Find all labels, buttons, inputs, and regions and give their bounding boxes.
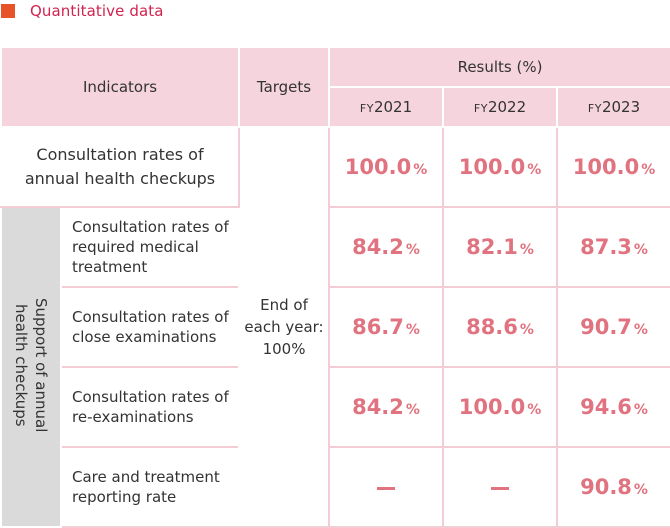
- table-row: Consultation rates of close examinations …: [1, 286, 670, 368]
- section-heading: Quantitative data: [0, 0, 164, 22]
- heading-square-icon: [1, 4, 15, 18]
- year-header-2021: FY2021: [328, 86, 445, 128]
- value-cell: 88.6%: [442, 286, 559, 368]
- quantitative-data-table: Indicators Targets Results (%) FY2021 FY…: [0, 46, 670, 528]
- table-row: Consultation rates of re-examinations 84.…: [1, 366, 670, 448]
- dash-icon: —: [491, 486, 510, 490]
- group-label: Support of annual health checkups: [12, 297, 50, 433]
- value-cell: 90.7%: [556, 286, 670, 368]
- value-cell: 87.3%: [556, 206, 670, 288]
- dash-icon: —: [377, 486, 396, 490]
- value-cell: 94.6%: [556, 366, 670, 448]
- row-label-close-examinations: Consultation rates of close examinations: [59, 286, 241, 368]
- value-cell: 84.2%: [328, 366, 445, 448]
- group-label-cell: Support of annual health checkups: [0, 206, 62, 528]
- year-header-2023: FY2023: [556, 86, 670, 128]
- year-header-2022: FY2022: [442, 86, 559, 128]
- results-header: Results (%): [328, 46, 670, 88]
- value-cell: 100.0%: [328, 126, 445, 208]
- value-cell: —: [442, 446, 559, 528]
- value-cell: 82.1%: [442, 206, 559, 288]
- row-label-care-reporting: Care and treatment reporting rate: [59, 446, 241, 528]
- table-row: Consultation rates of annual health check…: [0, 126, 670, 528]
- row-label-annual-checkups: Consultation rates of annual health check…: [0, 126, 241, 208]
- value-cell: 84.2%: [328, 206, 445, 288]
- value-cell: 100.0%: [442, 126, 559, 208]
- targets-header: Targets: [238, 46, 331, 128]
- indicators-header: Indicators: [0, 46, 241, 128]
- row-label-re-examinations: Consultation rates of re-examinations: [59, 366, 241, 448]
- target-cell: End of each year: 100%: [238, 126, 331, 528]
- section-heading-text: Quantitative data: [30, 2, 164, 20]
- value-cell: 100.0%: [442, 366, 559, 448]
- value-cell: 90.8%: [556, 446, 670, 528]
- table-row: Support of annual health checkups Consult…: [0, 206, 670, 528]
- row-label-required-treatment: Consultation rates of required medical tre…: [59, 206, 241, 288]
- value-cell: 86.7%: [328, 286, 445, 368]
- value-cell: —: [328, 446, 445, 528]
- value-cell: 100.0%: [556, 126, 670, 208]
